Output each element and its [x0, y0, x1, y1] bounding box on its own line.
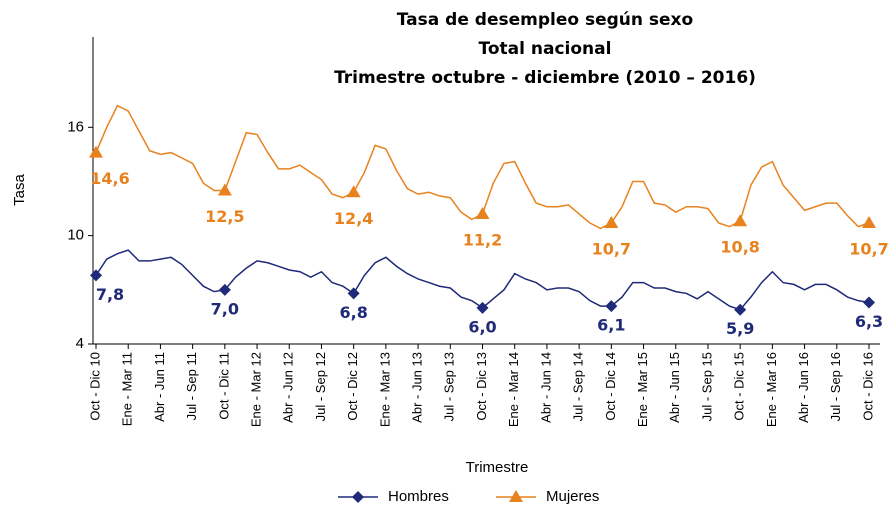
x-tick-label: Ene - Mar 11 [120, 352, 135, 426]
marker [734, 303, 747, 316]
x-tick-label: Oct - Dic 10 [87, 352, 102, 421]
marker [604, 216, 619, 229]
x-tick-label: Abr - Jun 14 [538, 352, 553, 423]
data-label: 7,8 [96, 285, 124, 304]
x-tick-label: Oct - Dic 15 [732, 352, 747, 421]
marker [863, 296, 875, 309]
x-tick-label: Jul - Sep 13 [442, 352, 457, 421]
marker [509, 490, 523, 502]
chart-title: Total nacional [479, 39, 612, 59]
chart-title: Tasa de desempleo según sexo [397, 10, 693, 30]
marker [605, 300, 618, 313]
data-label: 7,0 [211, 299, 239, 318]
data-label: 6,0 [468, 317, 496, 336]
data-label: 6,8 [339, 303, 367, 322]
x-tick-label: Abr - Jun 11 [152, 352, 167, 422]
marker [476, 301, 489, 314]
marker [89, 145, 103, 158]
x-tick-label: Jul - Sep 15 [699, 352, 714, 421]
x-tick-label: Ene - Mar 12 [248, 352, 263, 427]
x-tick-label: Oct - Dic 14 [603, 352, 618, 421]
marker [862, 216, 876, 229]
data-label: 12,4 [334, 209, 373, 228]
x-tick-label: Ene - Mar 16 [764, 352, 779, 427]
data-label: 10,8 [720, 238, 759, 257]
x-tick-label: Oct - Dic 11 [216, 352, 231, 420]
x-tick-label: Abr - Jun 15 [667, 352, 682, 423]
marker [733, 214, 748, 227]
marker [217, 183, 232, 196]
x-tick-label: Ene - Mar 14 [506, 352, 521, 427]
marker [475, 206, 490, 219]
x-tick-label: Oct - Dic 12 [345, 352, 360, 421]
y-tick-label: 4 [76, 335, 84, 352]
x-tick-label: Oct - Dic 13 [474, 352, 489, 421]
legend-label: Mujeres [546, 488, 599, 505]
y-tick-label: 10 [67, 227, 84, 244]
y-tick-label: 16 [67, 118, 84, 135]
data-label: 11,2 [463, 230, 502, 249]
x-tick-label: Abr - Jun 13 [410, 352, 425, 423]
y-axis-label: Tasa [11, 174, 28, 206]
x-tick-label: Jul - Sep 14 [571, 352, 586, 421]
data-label: 10,7 [592, 240, 631, 259]
x-axis-label: Trimestre [466, 459, 529, 476]
data-label: 10,7 [849, 240, 888, 259]
marker [352, 491, 364, 503]
data-label: 14,6 [90, 169, 129, 188]
chart-title: Trimestre octubre - diciembre (2010 – 20… [334, 68, 756, 88]
marker [218, 283, 231, 296]
data-label: 12,5 [205, 207, 244, 226]
data-label: 5,9 [726, 319, 754, 338]
marker [346, 185, 361, 198]
x-tick-label: Abr - Jun 16 [796, 352, 811, 423]
x-tick-label: Ene - Mar 13 [377, 352, 392, 427]
x-tick-label: Abr - Jun 12 [281, 352, 296, 423]
x-tick-label: Ene - Mar 15 [635, 352, 650, 427]
marker [90, 269, 102, 282]
data-label: 6,3 [855, 312, 883, 331]
marker [347, 287, 360, 300]
x-tick-label: Oct - Dic 16 [860, 352, 875, 421]
legend-label: Hombres [388, 488, 449, 505]
x-tick-label: Jul - Sep 12 [313, 352, 328, 421]
x-tick-label: Jul - Sep 11 [184, 352, 199, 420]
data-label: 6,1 [597, 316, 625, 335]
x-tick-label: Jul - Sep 16 [828, 352, 843, 421]
